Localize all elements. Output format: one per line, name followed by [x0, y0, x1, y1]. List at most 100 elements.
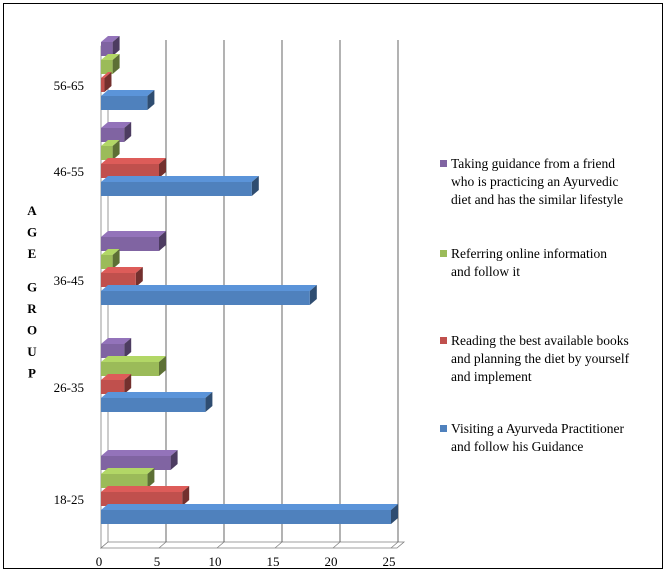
floor-gridline: [390, 541, 399, 549]
bar-top: [101, 231, 166, 237]
bar-top: [101, 356, 166, 362]
bar: [101, 374, 132, 394]
bar-front: [101, 273, 136, 287]
bar-top: [101, 176, 259, 182]
bar: [101, 450, 178, 470]
bar-end: [159, 231, 166, 251]
floor-gridline: [274, 541, 283, 549]
bar: [101, 486, 190, 506]
bar-end: [159, 356, 166, 376]
y-tick-label: 36-45: [54, 273, 84, 288]
y-axis-title-letter: A: [27, 203, 37, 218]
x-tick-label: 10: [209, 554, 222, 569]
bar-end: [170, 450, 178, 470]
legend-swatch: [440, 425, 447, 432]
bar-front: [101, 255, 113, 269]
bar-front: [101, 492, 183, 506]
bar: [101, 231, 166, 251]
bar: [101, 338, 132, 358]
bar-top: [101, 338, 132, 344]
legend-label: Reading the best available books and plan…: [451, 333, 630, 384]
bar: [101, 249, 120, 269]
y-axis-title-letter: U: [27, 344, 37, 359]
y-tick-label: 46-55: [54, 164, 84, 179]
bar-top: [101, 158, 166, 164]
bar-front: [101, 510, 391, 524]
bar-front: [101, 362, 159, 376]
bar-top: [101, 374, 132, 380]
x-tick-label: 5: [154, 554, 161, 569]
bar-end: [112, 36, 120, 56]
legend-item: Taking guidance from a friend who is prac…: [440, 155, 665, 209]
bar: [101, 285, 317, 305]
bars: [101, 36, 398, 524]
bar: [101, 468, 155, 488]
bar-end: [147, 468, 155, 488]
legend-item: Referring online information and follow i…: [440, 245, 665, 281]
bar-end: [112, 54, 120, 74]
y-tick-label: 56-65: [54, 78, 84, 93]
bar-end: [159, 158, 166, 178]
bar-top: [101, 36, 120, 42]
x-tick-label: 25: [383, 554, 396, 569]
bar-top: [101, 450, 178, 456]
bar-top: [101, 285, 317, 291]
legend-item: Reading the best available books and plan…: [440, 332, 665, 386]
bar: [101, 90, 155, 110]
bar-end: [391, 504, 398, 524]
bar-top: [101, 504, 398, 510]
bar-top: [101, 122, 132, 128]
bar-end: [147, 90, 155, 110]
bar: [101, 140, 120, 160]
legend-swatch: [440, 337, 447, 344]
bar-end: [309, 285, 317, 305]
bar-end: [124, 374, 132, 394]
y-axis-title-letter: G: [27, 225, 37, 240]
bar-front: [101, 291, 310, 305]
legend-swatch: [440, 250, 447, 257]
x-tick-label: 20: [325, 554, 338, 569]
bar: [101, 158, 166, 178]
bar-end: [205, 392, 213, 412]
bar-top: [101, 54, 120, 60]
x-tick-label: 15: [267, 554, 280, 569]
bar-end: [112, 140, 120, 160]
bar: [101, 176, 259, 196]
bar: [101, 392, 213, 412]
bar-front: [101, 78, 105, 92]
y-tick-label: 26-35: [54, 380, 84, 395]
floor-gridline: [332, 541, 341, 549]
bar: [101, 122, 132, 142]
y-axis-tick-labels: 18-25 26-35 36-45 46-55 56-65: [54, 78, 84, 507]
legend-swatch: [440, 160, 447, 167]
bar-top: [101, 486, 190, 492]
y-axis-title-letter: R: [27, 301, 37, 316]
bar: [101, 54, 120, 74]
bar-end: [104, 72, 112, 92]
bar: [101, 72, 112, 92]
bar: [101, 356, 166, 376]
bar-front: [101, 398, 206, 412]
bar-end: [124, 122, 132, 142]
bar-front: [101, 380, 125, 394]
bar-front: [101, 60, 113, 74]
bar-top: [101, 392, 213, 398]
bar-end: [182, 486, 190, 506]
bar-top: [101, 90, 155, 96]
bar-front: [101, 146, 113, 160]
bar-front: [101, 456, 171, 470]
bar-front: [101, 474, 148, 488]
bar-top: [101, 72, 112, 78]
y-tick-label: 18-25: [54, 492, 84, 507]
x-axis-tick-labels: 0 5 10 15 20 25: [96, 554, 396, 569]
legend-item: Visiting a Ayurveda Practitioner and foll…: [440, 420, 665, 456]
bar-front: [101, 344, 125, 358]
bar-front: [101, 96, 148, 110]
bar-front: [101, 237, 159, 251]
y-axis-title-letter: E: [28, 246, 37, 261]
bar-end: [135, 267, 143, 287]
bar: [101, 36, 120, 56]
bar-front: [101, 128, 125, 142]
